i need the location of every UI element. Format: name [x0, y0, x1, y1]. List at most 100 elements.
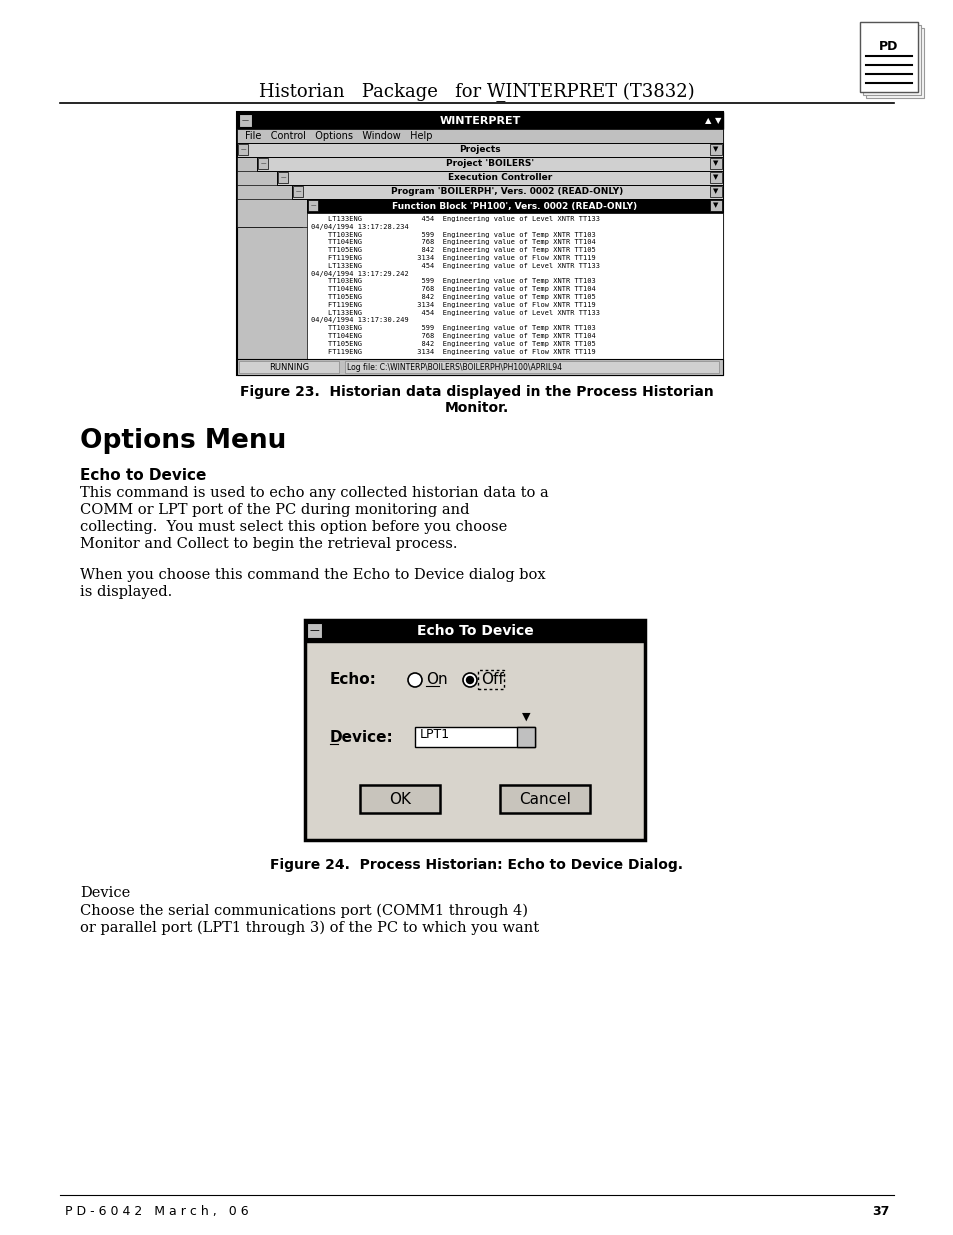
- Bar: [359, 785, 439, 813]
- Text: FT119ENG             3134  Engineering value of Flow XNTR TT119: FT119ENG 3134 Engineering value of Flow …: [311, 301, 595, 308]
- Text: Device:: Device:: [330, 730, 394, 745]
- Bar: [277, 172, 288, 183]
- Text: TT105ENG              842  Engineering value of Temp XNTR TT105: TT105ENG 842 Engineering value of Temp X…: [311, 247, 595, 253]
- Bar: [236, 128, 722, 143]
- Bar: [709, 158, 721, 169]
- Bar: [415, 727, 535, 747]
- Text: —: —: [280, 175, 286, 180]
- Bar: [236, 185, 302, 227]
- Circle shape: [466, 677, 473, 683]
- Text: On: On: [426, 672, 447, 687]
- Bar: [709, 144, 721, 156]
- Text: Device: Device: [80, 885, 131, 900]
- Text: FT119ENG             3134  Engineering value of Flow XNTR TT119: FT119ENG 3134 Engineering value of Flow …: [311, 348, 595, 354]
- Text: Project 'BOILERS': Project 'BOILERS': [445, 159, 534, 168]
- Text: —: —: [310, 203, 315, 207]
- Text: RUNNING: RUNNING: [269, 363, 309, 372]
- Bar: [305, 620, 644, 642]
- Bar: [709, 186, 721, 198]
- Text: ▼: ▼: [713, 203, 718, 209]
- Text: —: —: [240, 147, 246, 152]
- Text: TT104ENG              768  Engineering value of Temp XNTR TT104: TT104ENG 768 Engineering value of Temp X…: [311, 287, 595, 293]
- Bar: [307, 212, 722, 359]
- Bar: [307, 199, 722, 212]
- Text: TT104ENG              768  Engineering value of Temp XNTR TT104: TT104ENG 768 Engineering value of Temp X…: [311, 240, 595, 246]
- Bar: [293, 186, 303, 198]
- Text: —: —: [294, 189, 300, 194]
- Text: Historian   Package   for W̲INTERPRET (T3832): Historian Package for W̲INTERPRET (T3832…: [259, 83, 694, 103]
- Text: —: —: [310, 625, 319, 636]
- Bar: [239, 114, 252, 127]
- Bar: [236, 143, 256, 227]
- Text: Echo To Device: Echo To Device: [416, 624, 533, 638]
- Text: Figure 23.  Historian data displayed in the Process Historian: Figure 23. Historian data displayed in t…: [240, 385, 713, 399]
- Text: Execution Controller: Execution Controller: [447, 173, 552, 183]
- Bar: [236, 359, 722, 375]
- Text: 04/04/1994 13:17:28.234: 04/04/1994 13:17:28.234: [311, 224, 408, 230]
- Text: TT105ENG              842  Engineering value of Temp XNTR TT105: TT105ENG 842 Engineering value of Temp X…: [311, 341, 595, 347]
- Text: FT119ENG             3134  Engineering value of Flow XNTR TT119: FT119ENG 3134 Engineering value of Flow …: [311, 254, 595, 261]
- Text: ▼: ▼: [713, 174, 718, 180]
- Text: LPT1: LPT1: [419, 727, 450, 741]
- Bar: [859, 22, 917, 91]
- Text: ▼: ▼: [714, 116, 720, 125]
- Bar: [517, 727, 535, 747]
- Text: ▲: ▲: [704, 116, 711, 125]
- Text: LT133ENG              454  Engineering value of Level XNTR TT133: LT133ENG 454 Engineering value of Level …: [311, 216, 599, 222]
- Text: Program 'BOILERPH', Vers. 0002 (READ-ONLY): Program 'BOILERPH', Vers. 0002 (READ-ONL…: [391, 188, 622, 196]
- Text: Options Menu: Options Menu: [80, 429, 286, 454]
- Text: Cancel: Cancel: [518, 792, 570, 806]
- Text: 04/04/1994 13:17:30.249: 04/04/1994 13:17:30.249: [311, 317, 408, 324]
- Text: Figure 24.  Process Historian: Echo to Device Dialog.: Figure 24. Process Historian: Echo to De…: [271, 858, 682, 872]
- Bar: [859, 22, 917, 91]
- Circle shape: [462, 673, 476, 687]
- Bar: [499, 785, 589, 813]
- Bar: [236, 143, 722, 157]
- Text: P D - 6 0 4 2   M a r c h ,   0 6: P D - 6 0 4 2 M a r c h , 0 6: [65, 1205, 249, 1218]
- Text: —: —: [242, 117, 249, 124]
- Text: Choose the serial communications port (COMM1 through 4): Choose the serial communications port (C…: [80, 904, 527, 919]
- Text: ▼: ▼: [713, 161, 718, 167]
- Text: TT104ENG              768  Engineering value of Temp XNTR TT104: TT104ENG 768 Engineering value of Temp X…: [311, 333, 595, 338]
- Bar: [276, 170, 722, 185]
- Bar: [709, 172, 721, 183]
- Text: When you choose this command the Echo to Device dialog box: When you choose this command the Echo to…: [80, 568, 545, 582]
- Bar: [862, 25, 920, 95]
- Text: Log file: C:\WINTERP\BOILERS\BOILERPH\PH100\APRIL94: Log file: C:\WINTERP\BOILERS\BOILERPH\PH…: [347, 363, 561, 372]
- Text: 04/04/1994 13:17:29.242: 04/04/1994 13:17:29.242: [311, 270, 408, 277]
- Text: Monitor.: Monitor.: [444, 401, 509, 415]
- Bar: [237, 144, 248, 156]
- Text: Echo:: Echo:: [330, 672, 376, 687]
- Bar: [709, 200, 721, 211]
- Text: collecting.  You must select this option before you choose: collecting. You must select this option …: [80, 520, 507, 534]
- Bar: [292, 185, 722, 199]
- Text: Monitor and Collect to begin the retrieval process.: Monitor and Collect to begin the retriev…: [80, 537, 457, 551]
- Bar: [305, 620, 644, 840]
- Text: TT103ENG              599  Engineering value of Temp XNTR TT103: TT103ENG 599 Engineering value of Temp X…: [311, 278, 595, 284]
- Bar: [239, 361, 338, 373]
- Text: File   Control   Options   Window   Help: File Control Options Window Help: [245, 131, 432, 141]
- Text: ▼: ▼: [521, 713, 530, 722]
- Text: This command is used to echo any collected historian data to a: This command is used to echo any collect…: [80, 487, 548, 500]
- Bar: [236, 112, 722, 375]
- Text: TT103ENG              599  Engineering value of Temp XNTR TT103: TT103ENG 599 Engineering value of Temp X…: [311, 325, 595, 331]
- Bar: [236, 157, 272, 227]
- Text: WINTERPRET: WINTERPRET: [438, 116, 520, 126]
- Bar: [308, 200, 317, 211]
- Text: TT103ENG              599  Engineering value of Temp XNTR TT103: TT103ENG 599 Engineering value of Temp X…: [311, 232, 595, 237]
- Text: LT133ENG              454  Engineering value of Level XNTR TT133: LT133ENG 454 Engineering value of Level …: [311, 263, 599, 269]
- Text: OK: OK: [389, 792, 411, 806]
- Text: TT105ENG              842  Engineering value of Temp XNTR TT105: TT105ENG 842 Engineering value of Temp X…: [311, 294, 595, 300]
- Bar: [345, 361, 719, 373]
- Text: is displayed.: is displayed.: [80, 585, 172, 599]
- Bar: [236, 112, 722, 128]
- Bar: [256, 157, 722, 170]
- Bar: [307, 622, 322, 638]
- Circle shape: [408, 673, 421, 687]
- Text: Function Block 'PH100', Vers. 0002 (READ-ONLY): Function Block 'PH100', Vers. 0002 (READ…: [392, 201, 637, 210]
- Bar: [865, 28, 923, 98]
- Bar: [236, 199, 316, 227]
- Text: Projects: Projects: [458, 146, 500, 154]
- Bar: [236, 170, 287, 227]
- Text: LT133ENG              454  Engineering value of Level XNTR TT133: LT133ENG 454 Engineering value of Level …: [311, 310, 599, 316]
